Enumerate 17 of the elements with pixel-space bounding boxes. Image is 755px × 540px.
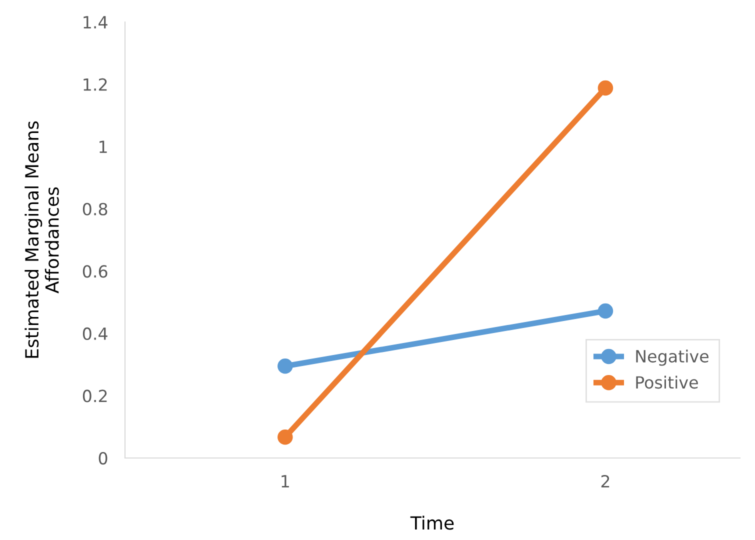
y-tick-label: 0.4 [82,327,108,340]
y-axis-title: Estimated Marginal Means Affordances [24,121,59,358]
y-tick-label: 1.4 [84,16,108,28]
x-tick-label: 2 [601,474,610,488]
y-tick-label: 0.2 [82,390,107,402]
y-tick-label: 1.2 [84,78,107,91]
y-tick-label: 0 [98,452,108,465]
point [598,80,614,96]
y-tick-label: 1 [100,140,107,153]
point [278,358,293,374]
legend-label: Positive [636,376,698,389]
x-axis-title: Time [410,516,454,530]
point [598,303,614,319]
y-tick-label: 0.8 [82,202,108,216]
y-tick-label: 0.6 [82,265,108,278]
legend-label: Negative [636,350,708,366]
point [278,429,293,445]
